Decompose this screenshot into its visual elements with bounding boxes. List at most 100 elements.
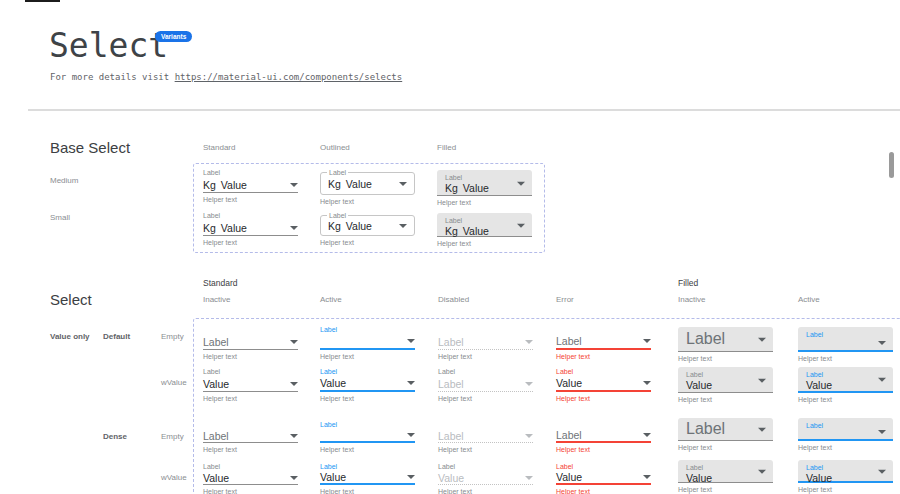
select-control[interactable]: Label [556, 334, 651, 350]
select-control[interactable]: Label Value [678, 367, 773, 393]
row-header-medium: Medium [50, 176, 78, 185]
select-placeholder: Label [438, 336, 464, 348]
select-control[interactable]: Label KgValue [320, 172, 415, 195]
select-control[interactable]: KgValue [203, 177, 298, 193]
select-control[interactable]: Label [556, 429, 651, 443]
select-control: Value [438, 471, 533, 485]
base-section-heading: Base Select [50, 139, 130, 156]
helper-text: Helper text [320, 353, 415, 360]
base-select-standard-medium[interactable]: Label KgValue Helper text [203, 168, 298, 203]
base-select-standard-small[interactable]: Label KgValue Helper text [203, 211, 298, 246]
dropdown-arrow-icon [878, 378, 886, 382]
select-control[interactable]: Value [320, 471, 415, 485]
select-control[interactable]: Label [678, 327, 773, 352]
dropdown-arrow-icon [517, 223, 525, 227]
state-header-disabled: Disabled [438, 295, 469, 304]
select-label-slot [556, 420, 651, 429]
helper-text: Helper text [798, 486, 893, 493]
select-label: Label [327, 169, 348, 177]
select-filled-active-empty-dense[interactable]: Label Helper text [798, 416, 893, 451]
dropdown-arrow-icon [290, 226, 298, 230]
base-select-filled-medium[interactable]: Label KgValue Helper text [437, 168, 532, 206]
select-control[interactable]: Value [203, 376, 298, 392]
dropdown-arrow-icon [643, 433, 651, 437]
base-select-outlined-small[interactable]: Label KgValue Helper text [320, 211, 415, 246]
select-control[interactable]: Label [798, 418, 893, 441]
density-label-default: Default [103, 332, 130, 341]
select-control[interactable]: Value [556, 471, 651, 485]
select-standard-error-empty[interactable]: Label Helper text [556, 325, 651, 360]
select-control[interactable] [320, 334, 415, 350]
select-control[interactable]: Value [320, 376, 415, 392]
dropdown-arrow-icon [525, 340, 533, 344]
dropdown-arrow-icon [525, 476, 533, 480]
select-standard-active-empty-dense[interactable]: Label Helper text [320, 420, 415, 453]
helper-text: Helper text [203, 395, 298, 402]
dropdown-arrow-icon [407, 339, 415, 343]
select-control[interactable]: Value [203, 471, 298, 485]
select-control[interactable]: Label KgValue [437, 213, 532, 237]
helper-text: Helper text [798, 444, 893, 451]
select-label: Label [203, 211, 298, 220]
base-select-outlined-medium[interactable]: Label KgValue Helper text [320, 168, 415, 205]
select-control[interactable]: Label KgValue [437, 170, 532, 196]
select-standard-active-wvalue[interactable]: Label Value Helper text [320, 367, 415, 402]
select-control[interactable]: Label [203, 334, 298, 350]
content-label-empty: Empty [161, 332, 184, 341]
select-standard-active-wvalue-dense[interactable]: Label Value Helper text [320, 462, 415, 494]
base-select-filled-small[interactable]: Label KgValue Helper text [437, 211, 532, 247]
select-control[interactable]: Label Value [798, 460, 893, 483]
select-control: Label [438, 376, 533, 392]
select-standard-inactive-empty-dense[interactable]: Label Helper text [203, 420, 298, 453]
select-control[interactable]: Label Value [678, 460, 773, 483]
select-placeholder: Label [556, 335, 582, 347]
select-control[interactable]: Label [798, 327, 893, 352]
dropdown-arrow-icon [399, 224, 407, 228]
select-control[interactable] [320, 429, 415, 443]
helper-text: Helper text [438, 395, 533, 402]
vertical-scrollbar-thumb[interactable] [889, 152, 894, 178]
select-filled-inactive-wvalue-dense[interactable]: Label Value Helper text [678, 458, 773, 493]
select-standard-error-wvalue-dense[interactable]: Label Value Helper text [556, 462, 651, 494]
helper-text: Helper text [798, 355, 893, 362]
select-filled-active-wvalue-dense[interactable]: Label Value Helper text [798, 458, 893, 493]
docs-link[interactable]: https://material-ui.com/components/selec… [175, 72, 403, 82]
helper-text: Helper text [438, 488, 533, 494]
select-standard-inactive-empty[interactable]: Label Helper text [203, 325, 298, 360]
helper-text: Helper text [320, 446, 415, 453]
select-label: Label [686, 463, 765, 472]
select-standard-active-empty[interactable]: Label Helper text [320, 325, 415, 360]
select-standard-error-wvalue[interactable]: Label Value Helper text [556, 367, 651, 402]
select-filled-active-empty[interactable]: Label Helper text [798, 325, 893, 362]
dropdown-arrow-icon [878, 341, 886, 345]
helper-text: Helper text [678, 355, 773, 362]
helper-text: Helper text [438, 446, 533, 453]
select-placeholder: Label [203, 430, 229, 442]
column-header-standard: Standard [203, 143, 235, 152]
dropdown-arrow-icon [407, 381, 415, 385]
select-filled-inactive-empty-dense[interactable]: Label Helper text [678, 416, 773, 451]
select-control[interactable]: Label Value [798, 367, 893, 393]
select-value: Value [320, 377, 346, 389]
select-control[interactable]: KgValue [203, 220, 298, 236]
select-filled-active-wvalue[interactable]: Label Value Helper text [798, 365, 893, 403]
state-header-active: Active [320, 295, 342, 304]
select-standard-inactive-wvalue-dense[interactable]: Label Value Helper text [203, 462, 298, 494]
select-label: Label [806, 370, 885, 379]
select-filled-inactive-empty[interactable]: Label Helper text [678, 325, 773, 362]
variants-badge: Variants [155, 31, 192, 42]
select-control[interactable]: Label KgValue [320, 215, 415, 236]
select-standard-inactive-wvalue[interactable]: Label Value Helper text [203, 367, 298, 402]
helper-text: Helper text [320, 239, 415, 246]
select-standard-error-empty-dense[interactable]: Label Helper text [556, 420, 651, 453]
select-control[interactable]: Label [203, 429, 298, 443]
select-control[interactable]: Value [556, 376, 651, 392]
select-label: Label [320, 462, 415, 471]
select-control[interactable]: Label [678, 418, 773, 441]
subtitle-text: For more details visit [50, 72, 175, 82]
select-label: Label [806, 330, 885, 339]
helper-text: Helper text [556, 395, 651, 402]
dropdown-arrow-icon [758, 338, 766, 342]
select-filled-inactive-wvalue[interactable]: Label Value Helper text [678, 365, 773, 403]
dropdown-arrow-icon [643, 475, 651, 479]
